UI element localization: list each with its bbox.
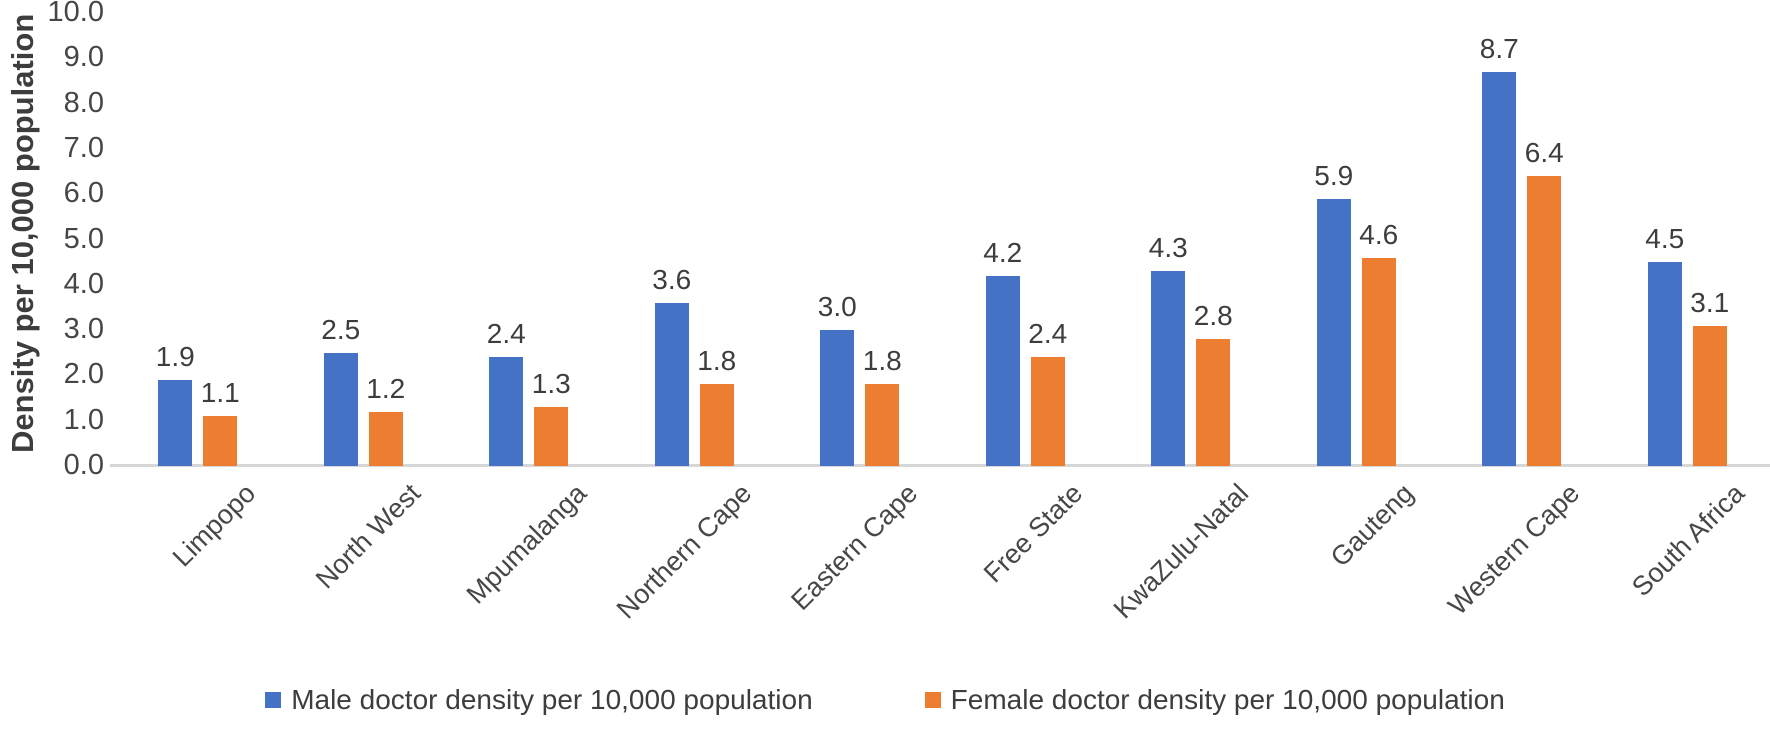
bar-male-mpumalanga: 2.4: [487, 318, 526, 466]
bar-value-label: 2.4: [1028, 318, 1068, 350]
plot-area: 1.9 1.1 2.5 1.2 2.4 1.3 3.6 1.8 3.0 1.8 4.2 2.4 4.3 2…: [115, 13, 1770, 466]
bar-male-western-cape: 8.7: [1480, 33, 1519, 466]
y-tick-label: 0.0: [63, 449, 104, 481]
bar-value-label: 3.6: [652, 263, 692, 295]
bar-value-label: 8.7: [1479, 32, 1519, 64]
bar-male-free-state: 4.2: [983, 237, 1022, 466]
y-tick-label: 9.0: [63, 41, 104, 74]
legend-swatch-female: [924, 692, 941, 708]
y-tick-label: 5.0: [63, 222, 104, 255]
bar-value-label: 1.8: [697, 345, 737, 377]
bar-value-label: 2.8: [1193, 300, 1233, 332]
bar-value-label: 4.6: [1359, 218, 1399, 250]
bar-value-label: 1.8: [862, 345, 902, 377]
category-slot: 2.4 1.3: [446, 13, 612, 466]
legend: Male doctor density per 10,000 populatio…: [0, 684, 1770, 716]
bar-value-label: 4.5: [1645, 223, 1685, 255]
category-slot: 5.9 4.6: [1274, 13, 1440, 466]
bar-value-label: 1.3: [531, 368, 571, 400]
x-tick-label: South Africa: [1626, 478, 1751, 603]
legend-item-female: Female doctor density per 10,000 populat…: [924, 684, 1505, 716]
y-tick-label: 7.0: [63, 131, 104, 164]
x-tick-label: KwaZulu-Natal: [1107, 478, 1254, 625]
y-tick-label: 2.0: [63, 358, 104, 391]
legend-swatch-male: [265, 692, 282, 708]
bar-male-limpopo: 1.9: [156, 341, 195, 466]
bar-female-north-west: 1.2: [366, 373, 405, 466]
bar-value-label: 1.9: [155, 340, 195, 372]
bar-value-label: 1.2: [366, 372, 406, 404]
y-tick-label: 4.0: [63, 267, 104, 300]
y-tick-label: 3.0: [63, 313, 104, 346]
bar-female-gauteng: 4.6: [1359, 219, 1398, 466]
bar-female-limpopo: 1.1: [201, 377, 240, 466]
x-axis-line: [110, 464, 1770, 467]
y-tick-label: 1.0: [63, 403, 104, 436]
x-tick-label: Mpumalanga: [460, 478, 592, 610]
bar-value-label: 2.5: [321, 313, 361, 345]
legend-label: Male doctor density per 10,000 populatio…: [291, 684, 813, 715]
bar-male-kwazulu-natal: 4.3: [1149, 232, 1188, 466]
bar-female-eastern-cape: 1.8: [863, 345, 902, 466]
category-slot: 4.3 2.8: [1108, 13, 1274, 466]
legend-item-male: Male doctor density per 10,000 populatio…: [265, 684, 813, 716]
y-tick-label: 10.0: [47, 0, 104, 28]
bar-value-label: 4.2: [983, 236, 1023, 268]
category-slot: 1.9 1.1: [115, 13, 281, 466]
bar-value-label: 3.0: [817, 291, 857, 323]
category-slot: 3.6 1.8: [612, 13, 778, 466]
bar-male-eastern-cape: 3.0: [818, 291, 857, 466]
bar-female-mpumalanga: 1.3: [532, 368, 571, 466]
x-tick-label: Limpopo: [166, 478, 261, 573]
bar-female-south-africa: 3.1: [1690, 287, 1729, 466]
bar-female-western-cape: 6.4: [1525, 137, 1564, 466]
y-tick-label: 6.0: [63, 177, 104, 210]
bar-value-label: 4.3: [1148, 232, 1188, 264]
x-tick-label: North West: [310, 478, 427, 595]
category-slot: 3.0 1.8: [777, 13, 943, 466]
category-slot: 8.7 6.4: [1439, 13, 1605, 466]
bar-female-free-state: 2.4: [1028, 318, 1067, 466]
x-tick-label: Northern Cape: [611, 478, 758, 625]
bar-value-label: 1.1: [200, 377, 240, 409]
legend-label: Female doctor density per 10,000 populat…: [950, 684, 1505, 715]
y-tick-label: 8.0: [63, 86, 104, 119]
bar-male-northern-cape: 3.6: [652, 264, 691, 466]
bar-value-label: 2.4: [486, 318, 526, 350]
bar-value-label: 5.9: [1314, 159, 1354, 191]
category-slot: 4.5 3.1: [1605, 13, 1770, 466]
bar-male-south-africa: 4.5: [1645, 223, 1684, 466]
x-tick-label: Gauteng: [1324, 478, 1420, 573]
bar-value-label: 3.1: [1690, 286, 1730, 318]
bar-male-north-west: 2.5: [321, 314, 360, 466]
bar-female-kwazulu-natal: 2.8: [1194, 300, 1233, 466]
bar-male-gauteng: 5.9: [1314, 160, 1353, 466]
bar-female-northern-cape: 1.8: [697, 345, 736, 466]
category-slot: 2.5 1.2: [281, 13, 447, 466]
bar-value-label: 6.4: [1524, 137, 1564, 169]
x-tick-label: Western Cape: [1442, 478, 1585, 621]
x-tick-label: Eastern Cape: [785, 478, 923, 616]
category-slot: 4.2 2.4: [943, 13, 1109, 466]
x-tick-label: Free State: [978, 478, 1089, 589]
